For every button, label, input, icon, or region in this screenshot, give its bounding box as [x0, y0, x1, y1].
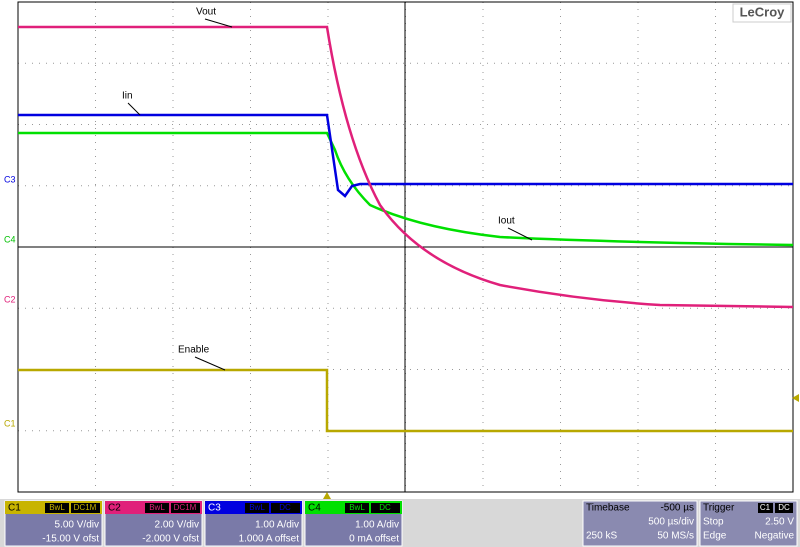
bandwidth-tag: BwL	[149, 503, 165, 512]
channel-marker: C1	[4, 418, 16, 428]
channel-name: C1	[8, 503, 21, 514]
trigger-field: Negative	[755, 531, 795, 542]
brand: LeCroy	[740, 4, 786, 19]
bandwidth-tag: BwL	[249, 503, 265, 512]
channel-offset: 0 mA offset	[349, 534, 399, 545]
tag	[371, 503, 400, 513]
tag	[775, 503, 793, 513]
trigger-source: C1	[760, 503, 771, 512]
trigger-position-marker	[323, 492, 331, 499]
enable-trace	[18, 368, 793, 433]
channel-offset: -15.00 V ofst	[42, 534, 99, 545]
timebase-field: 250 kS	[586, 531, 617, 542]
leader-line	[507, 227, 533, 241]
trigger-coupling: DC	[778, 503, 790, 512]
tag	[245, 503, 269, 513]
channel-marker: C2	[4, 294, 16, 304]
channel-offset: -2.000 V ofst	[142, 534, 199, 545]
trace-label: Iout	[498, 216, 515, 227]
leader-line	[194, 356, 226, 371]
bandwidth-tag: BwL	[49, 503, 65, 512]
trigger-field: Stop	[703, 517, 724, 528]
trigger-field: Trigger	[703, 503, 735, 514]
channel-scale: 2.00 V/div	[155, 520, 199, 531]
tag	[71, 503, 100, 513]
vout-trace	[18, 25, 794, 309]
coupling-tag: DC1M	[174, 503, 197, 512]
trace-label: Enable	[178, 345, 210, 356]
channel-scale: 1.00 A/div	[355, 520, 399, 531]
timebase-field: Timebase	[586, 503, 630, 514]
channel-name: C4	[308, 503, 321, 514]
coupling-tag: DC	[379, 503, 391, 512]
bandwidth-tag: BwL	[349, 503, 365, 512]
trigger-field: Edge	[703, 531, 727, 542]
trigger-level-marker	[792, 394, 799, 402]
tag	[45, 503, 69, 513]
timebase-field: -500 µs	[660, 503, 694, 514]
tag	[758, 503, 773, 513]
channel-marker: C4	[4, 234, 16, 244]
channel-offset: 1.000 A offset	[239, 534, 300, 545]
tag	[171, 503, 200, 513]
leader-line	[204, 18, 233, 28]
iin-trace	[18, 113, 793, 198]
brand-box	[732, 3, 792, 23]
leader-line	[127, 102, 141, 116]
tag	[345, 503, 369, 513]
trigger-field: 2.50 V	[765, 517, 794, 528]
tag	[145, 503, 169, 513]
iout-trace	[18, 131, 794, 247]
timebase-panel	[582, 500, 698, 547]
channel-scale: 1.00 A/div	[255, 520, 299, 531]
timebase-field: 500 µs/div	[648, 517, 694, 528]
timebase-field: 50 MS/s	[657, 531, 694, 542]
trace-label: Vout	[196, 7, 216, 18]
trace-label: Iin	[122, 91, 133, 102]
channel-scale: 5.00 V/div	[55, 520, 99, 531]
coupling-tag: DC	[279, 503, 291, 512]
channel-name: C2	[108, 503, 121, 514]
tag	[271, 503, 300, 513]
coupling-tag: DC1M	[74, 503, 97, 512]
channel-name: C3	[208, 503, 221, 514]
channel-marker: C3	[4, 174, 16, 184]
